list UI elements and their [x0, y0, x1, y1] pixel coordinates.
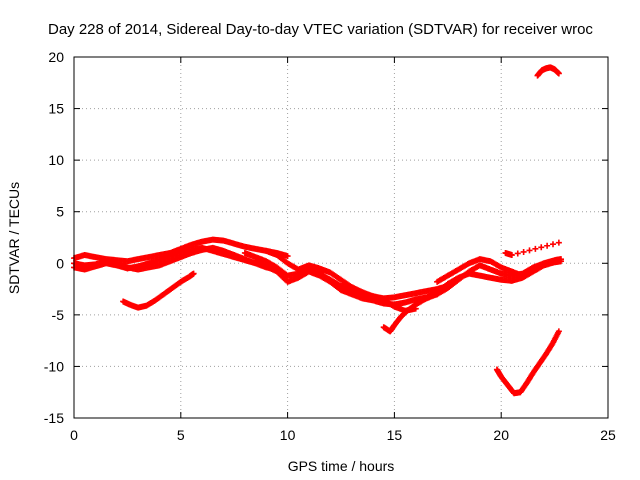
data-point [558, 256, 565, 263]
data-point [532, 245, 539, 252]
series-arc-13 [502, 239, 562, 259]
data-point [508, 252, 515, 259]
grid-lines [74, 57, 608, 418]
y-tick-label: 0 [56, 255, 64, 271]
y-tick-label: -5 [52, 307, 65, 323]
series-arc-7 [263, 247, 419, 314]
series-arc-11 [493, 328, 562, 397]
data-point [519, 272, 526, 279]
axis-ticks: 0 5 10 15 20 25 20 15 10 5 0 -5 -10 -15 [44, 49, 616, 443]
x-tick-label: 0 [70, 427, 78, 443]
data-point [284, 253, 291, 260]
data-point [538, 244, 545, 251]
data-point [549, 241, 556, 248]
series-arc-10 [434, 256, 526, 285]
data-point [526, 247, 533, 254]
y-tick-label: 5 [56, 204, 64, 220]
x-tick-label: 10 [280, 427, 296, 443]
series-arc-3 [71, 244, 259, 273]
plot-frame [73, 56, 609, 419]
series-arc-4 [120, 270, 197, 311]
y-tick-label: -15 [44, 410, 64, 426]
x-tick-label: 15 [387, 427, 403, 443]
x-tick-label: 25 [600, 427, 616, 443]
data-point [555, 239, 562, 246]
y-tick-label: -10 [44, 358, 64, 374]
x-tick-label: 20 [493, 427, 509, 443]
x-tick-label: 5 [177, 427, 185, 443]
data-points [71, 64, 565, 397]
data-point [514, 250, 521, 257]
series-arc-1 [71, 236, 291, 265]
y-axis-label: SDTVAR / TECUs [6, 182, 22, 294]
y-tick-label: 20 [48, 49, 64, 65]
x-axis-label: GPS time / hours [288, 458, 395, 474]
data-point [555, 328, 562, 335]
data-point [544, 242, 551, 249]
data-point [190, 270, 197, 277]
series-arc-12 [534, 64, 562, 79]
data-point [520, 248, 527, 255]
y-tick-label: 10 [48, 152, 64, 168]
y-tick-label: 15 [48, 101, 64, 117]
data-point [555, 70, 562, 77]
chart-title: Day 228 of 2014, Sidereal Day-to-day VTE… [48, 21, 593, 38]
